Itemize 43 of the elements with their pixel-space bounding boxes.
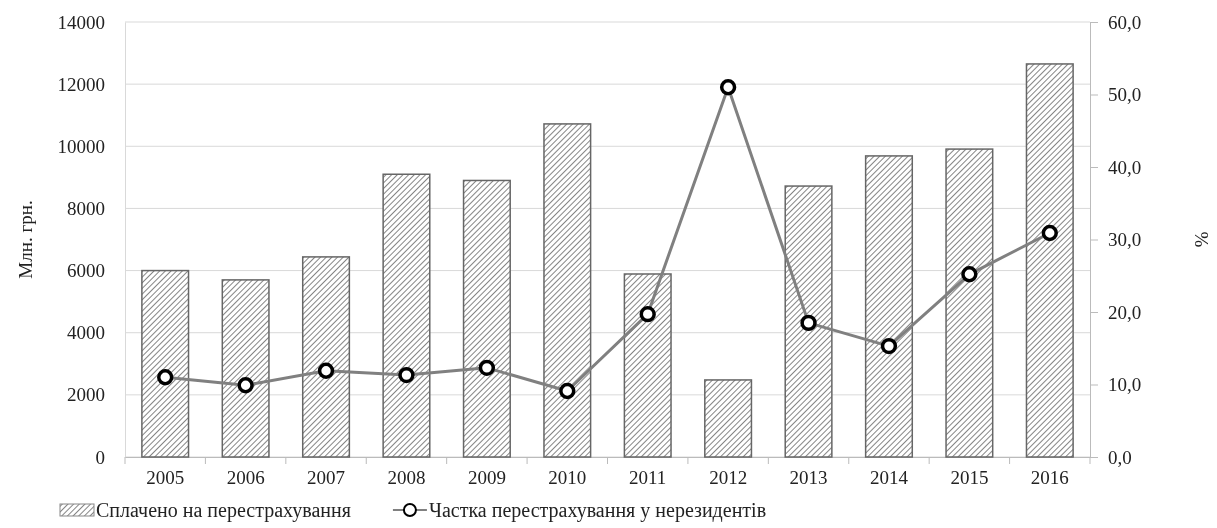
x-tick-label: 2012 [709, 467, 748, 489]
x-tick-label: 2015 [950, 467, 989, 489]
y-tick-label: 4000 [67, 322, 105, 344]
x-tick-label: 2011 [629, 467, 667, 489]
y-tick-label: 2000 [67, 384, 105, 406]
bar [221, 279, 270, 458]
bar [382, 173, 431, 458]
legend-label: Сплачено на перестрахування [96, 499, 351, 522]
x-tick-label: 2006 [226, 467, 265, 489]
x-tick-label: 2010 [548, 467, 587, 489]
y-tick-label: 6000 [67, 260, 105, 282]
bar [784, 185, 833, 458]
x-tick-label: 2005 [146, 467, 185, 489]
x-tick-label: 2014 [869, 467, 909, 489]
x-tick-label: 2008 [387, 467, 426, 489]
y-axis-title: Млн. грн. [15, 200, 36, 279]
y2-tick-label: 50,0 [1108, 84, 1142, 106]
y2-tick-label: 40,0 [1108, 156, 1142, 178]
bar [1025, 63, 1074, 458]
bar [945, 148, 994, 458]
x-tick-label: 2009 [467, 467, 506, 489]
y-tick-label: 12000 [57, 73, 105, 95]
y-tick-label: 0 [95, 446, 105, 468]
y2-tick-label: 60,0 [1108, 11, 1142, 33]
x-tick-label: 2013 [789, 467, 828, 489]
y-tick-label: 10000 [57, 135, 105, 157]
x-tick-label: 2016 [1030, 467, 1069, 489]
y2-tick-label: 0,0 [1108, 446, 1132, 468]
bar [301, 256, 351, 458]
y2-tick-label: 10,0 [1108, 374, 1142, 396]
bar [704, 379, 753, 458]
bar [462, 179, 511, 458]
bar [543, 123, 592, 458]
legend-label: Частка перестрахування у нерезидентів [428, 499, 767, 522]
y2-tick-label: 30,0 [1108, 229, 1142, 251]
bar [864, 155, 914, 458]
y2-tick-label: 20,0 [1108, 301, 1142, 323]
y2-axis-title: % [1191, 231, 1212, 248]
x-tick-label: 2007 [307, 467, 346, 489]
bar [141, 269, 190, 458]
y-tick-label: 8000 [67, 198, 105, 220]
y-tick-label: 14000 [57, 11, 105, 33]
bar [623, 273, 672, 458]
